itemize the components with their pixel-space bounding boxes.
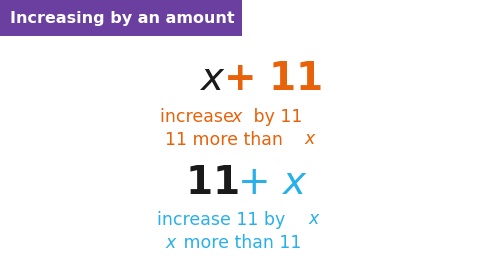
FancyBboxPatch shape: [0, 0, 242, 36]
Text: $\bf{11}$: $\bf{11}$: [185, 164, 239, 201]
Text: increase: increase: [160, 108, 240, 126]
Text: $\mathit{x}$: $\mathit{x}$: [308, 211, 321, 228]
Text: by 11: by 11: [248, 108, 302, 126]
Text: increase 11 by: increase 11 by: [157, 211, 291, 229]
Text: $\bf{+\ 11}$: $\bf{+\ 11}$: [223, 62, 322, 99]
Text: $\mathit{x}$: $\mathit{x}$: [199, 62, 225, 99]
Text: more than 11: more than 11: [178, 234, 301, 252]
Text: $\mathit{x}$: $\mathit{x}$: [230, 109, 243, 126]
Text: $\mathit{x}$: $\mathit{x}$: [303, 131, 316, 149]
Text: $+\ \mathit{x}$: $+\ \mathit{x}$: [237, 164, 307, 201]
Text: Increasing by an amount: Increasing by an amount: [10, 11, 235, 25]
Text: 11 more than: 11 more than: [165, 131, 288, 149]
Text: $\mathit{x}$: $\mathit{x}$: [165, 235, 178, 251]
